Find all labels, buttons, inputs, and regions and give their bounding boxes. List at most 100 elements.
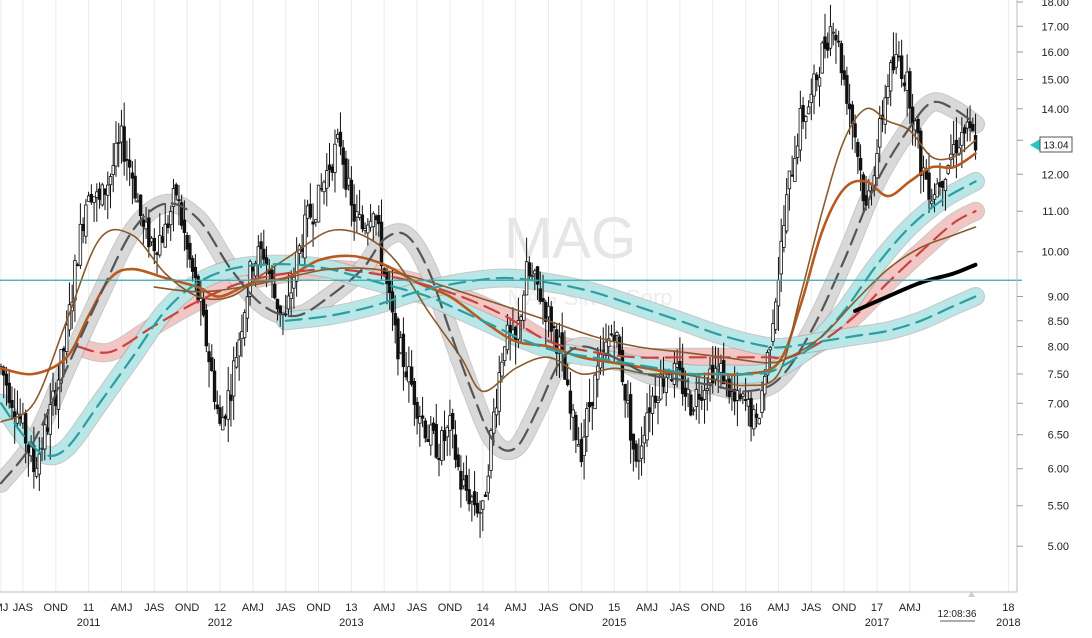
candle-body-41 (111, 165, 115, 175)
candle-body-124 (338, 131, 343, 147)
candle-body-196 (535, 266, 540, 285)
candle-body-63 (171, 188, 176, 207)
candle-body-4 (10, 400, 14, 408)
candle-body-328 (897, 55, 901, 58)
candle-body-278 (760, 390, 764, 413)
candle-body-198 (541, 297, 545, 302)
candle-body-10 (26, 444, 31, 453)
candle-body-284 (776, 279, 781, 307)
candle-body-54 (147, 217, 151, 248)
candle-body-49 (133, 175, 137, 199)
candle-body-229 (626, 399, 630, 404)
candle-body-78 (212, 370, 217, 403)
candle-body-42 (114, 142, 118, 167)
candle-body-296 (809, 93, 813, 104)
x-tick-label-13: JAS (407, 602, 427, 614)
time-readout: 12:08:36 (938, 591, 977, 622)
candle-body-276 (754, 413, 759, 418)
candle-body-214 (585, 408, 589, 438)
candle-body-130 (355, 211, 359, 218)
candle-body-189 (516, 320, 521, 340)
candle-body-351 (960, 131, 964, 146)
candle-body-35 (95, 191, 99, 198)
candle-body-242 (661, 377, 666, 387)
candle-body-17 (45, 427, 50, 432)
x-tick-label-22: OND (701, 602, 726, 614)
candle-body-195 (533, 270, 537, 275)
candle-body-156 (426, 438, 430, 443)
candle-body-96 (262, 248, 266, 260)
x-tick-label-9: JAS (276, 602, 296, 614)
candle-body-70 (190, 258, 195, 272)
candle-body-233 (637, 459, 641, 462)
candle-body-65 (177, 199, 181, 202)
candle-body-143 (390, 291, 395, 313)
candle-body-206 (563, 354, 567, 380)
candle-body-293 (801, 105, 805, 122)
candle-body-299 (817, 77, 822, 87)
candle-body-89 (242, 312, 247, 339)
candle-body-239 (653, 395, 657, 403)
candle-body-123 (336, 134, 340, 139)
candle-body-24 (65, 324, 69, 352)
candle-body-231 (631, 433, 636, 450)
candle-body-287 (784, 194, 789, 232)
candle-body-90 (245, 296, 250, 319)
ma-line-2 (76, 210, 977, 360)
candle-body-102 (278, 305, 282, 315)
x-tick-label-21: JAS (670, 602, 690, 614)
candle-body-122 (333, 143, 337, 173)
candle-body-149 (407, 366, 411, 383)
candle-body-105 (286, 295, 291, 310)
candle-body-226 (617, 336, 622, 355)
candle-body-339 (927, 172, 931, 200)
candle-body-23 (62, 347, 66, 352)
year-label-1: 2012 (208, 617, 232, 629)
moving-averages (0, 100, 978, 485)
candle-body-274 (749, 398, 753, 427)
y-tick-label-11: 12.00 (1041, 169, 1069, 181)
y-tick-label-4: 7.00 (1048, 398, 1069, 410)
candle-body-14 (37, 453, 42, 475)
candle-body-86 (234, 357, 239, 368)
scroll-marker-icon[interactable] (968, 591, 975, 597)
candle-body-275 (752, 409, 756, 430)
y-tick-label-0: 5.00 (1048, 541, 1069, 553)
watermark-symbol: MAG (504, 206, 636, 271)
x-tick-label-16: AMJ (505, 602, 527, 614)
candle-body-131 (357, 214, 362, 219)
candle-body-57 (155, 252, 159, 255)
candle-body-3 (7, 382, 11, 403)
candle-body-184 (502, 346, 507, 362)
candle-body-180 (492, 411, 496, 434)
candle-body-9 (23, 413, 28, 444)
x-tick-label-10: OND (306, 602, 331, 614)
candle-body-285 (779, 240, 783, 275)
x-tick-label-11: 13 (345, 602, 357, 614)
candle-body-336 (919, 130, 923, 177)
x-tick-label-27: 17 (871, 602, 883, 614)
candle-body-324 (886, 86, 890, 98)
y-tick-label-15: 16.00 (1041, 47, 1069, 59)
y-tick-label-9: 10.00 (1041, 247, 1069, 259)
x-tick-label-5: JAS (144, 602, 164, 614)
candle-body-295 (806, 106, 811, 115)
candle-body-158 (431, 422, 436, 431)
candle-body-340 (930, 200, 934, 205)
candle-body-15 (40, 447, 44, 450)
candle-body-107 (292, 276, 296, 289)
candle-body-309 (845, 75, 849, 104)
candle-body-87 (237, 339, 241, 357)
candle-body-120 (327, 164, 332, 171)
x-tick-label-12: AMJ (373, 602, 395, 614)
candle-body-33 (89, 193, 94, 203)
candle-body-118 (322, 181, 326, 193)
candle-body-161 (440, 430, 444, 461)
candle-body-117 (319, 188, 323, 190)
candle-body-81 (221, 417, 225, 431)
candle-body-6 (15, 413, 20, 424)
candle-body-241 (659, 374, 663, 400)
candle-body-31 (84, 204, 88, 237)
candle-body-94 (256, 246, 261, 267)
candle-body-55 (149, 237, 154, 243)
